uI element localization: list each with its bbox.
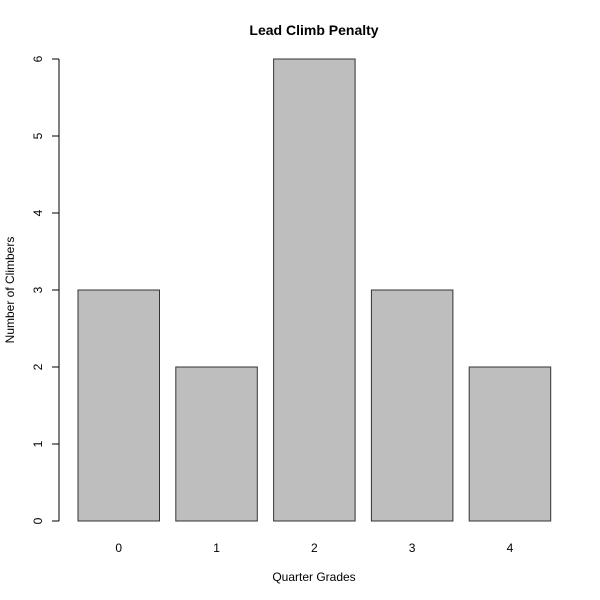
x-tick-label: 2 xyxy=(311,541,318,555)
x-tick-label: 3 xyxy=(409,541,416,555)
bar xyxy=(175,366,258,522)
x-tick-label: 1 xyxy=(213,541,220,555)
chart-title: Lead Climb Penalty xyxy=(249,22,378,38)
y-tick-label: 4 xyxy=(31,209,45,216)
y-axis-label: Number of Climbers xyxy=(3,237,17,344)
y-tick-label: 6 xyxy=(31,55,45,62)
bar xyxy=(273,58,356,522)
x-axis-label: Quarter Grades xyxy=(272,570,355,584)
y-tick-label: 2 xyxy=(31,363,45,370)
x-tick-label: 0 xyxy=(115,541,122,555)
bar xyxy=(77,289,160,522)
bar xyxy=(468,366,552,522)
bar xyxy=(370,289,454,522)
y-tick-label: 5 xyxy=(31,132,45,139)
x-tick-label: 4 xyxy=(507,541,514,555)
y-tick-label: 0 xyxy=(31,517,45,524)
y-tick-label: 3 xyxy=(31,286,45,293)
y-tick-label: 1 xyxy=(31,440,45,447)
